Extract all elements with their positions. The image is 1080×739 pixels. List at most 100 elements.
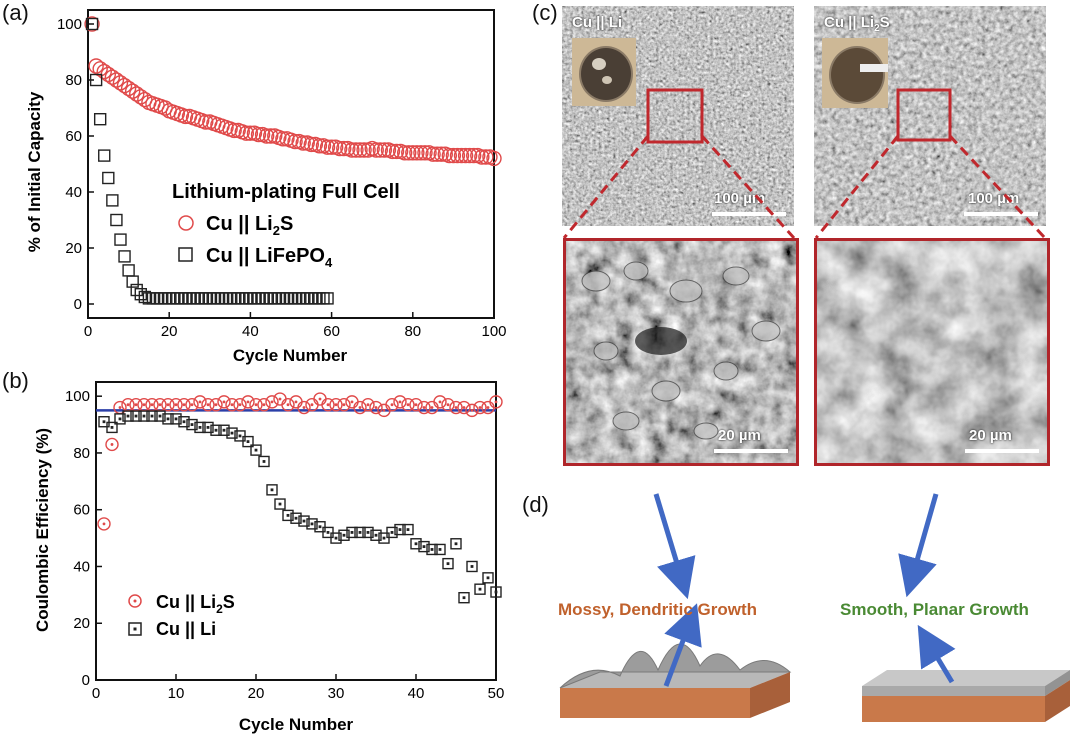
x-tick-label: 60 xyxy=(323,323,340,340)
x-tick-label: 40 xyxy=(408,685,425,702)
x-tick-label: 0 xyxy=(84,323,92,340)
data-point-square xyxy=(264,292,277,305)
sem-cu-li-zoom: 20 µm xyxy=(563,238,799,466)
data-point-square xyxy=(482,572,494,584)
data-point-li2s xyxy=(242,125,259,141)
data-point-li2s xyxy=(449,400,463,415)
sem-title-cu-li2s: Cu || Li2S xyxy=(824,14,890,34)
data-point-li2s xyxy=(486,150,502,167)
data-point-square xyxy=(284,292,298,305)
data-point-li2s xyxy=(311,138,328,154)
data-point-square xyxy=(122,264,135,277)
data-point-square xyxy=(114,233,127,246)
data-point-dot xyxy=(462,596,466,600)
data-point-dot xyxy=(230,403,234,407)
data-point-dot xyxy=(158,403,162,407)
data-point-li2s xyxy=(457,400,471,415)
chart-b-legend-circle-dot xyxy=(133,599,137,603)
data-point-li2s xyxy=(287,133,303,150)
data-point-li2s xyxy=(198,114,214,130)
data-point-dot xyxy=(150,403,154,407)
data-point-li2s xyxy=(332,140,348,157)
data-point-dot xyxy=(326,531,330,534)
data-point-square xyxy=(305,292,318,305)
data-point-li2s xyxy=(353,400,367,415)
data-point-li2s xyxy=(297,400,311,415)
chart-b-legend-li2s: Cu || Li2S xyxy=(156,592,235,616)
data-point-dot xyxy=(398,400,402,404)
data-point-dot xyxy=(326,403,330,407)
data-point-li2s xyxy=(201,398,215,412)
data-point-square xyxy=(114,413,126,425)
data-point-li2s xyxy=(369,400,383,415)
data-point-dot xyxy=(422,545,426,549)
data-point-dot xyxy=(486,406,490,409)
data-point-square xyxy=(313,292,326,305)
data-point-li2s xyxy=(449,147,466,164)
sem-texture-planar xyxy=(817,241,1047,463)
arrow-up-right xyxy=(917,624,956,684)
sem-scale-label-20um-left: 20 µm xyxy=(718,427,761,444)
data-point-li2s xyxy=(105,437,119,452)
data-point-square xyxy=(207,292,221,305)
data-point-li2s xyxy=(433,395,447,409)
data-point-li2s xyxy=(88,58,104,74)
data-point-li2s xyxy=(478,149,494,165)
sem-title-cu-li: Cu || Li xyxy=(572,14,623,31)
data-point-dot xyxy=(222,400,226,404)
data-point-square xyxy=(178,416,190,428)
data-point-dot xyxy=(350,531,354,534)
data-point-dot xyxy=(366,403,370,407)
data-point-dot xyxy=(478,406,482,409)
data-point-dot xyxy=(174,403,178,407)
coin-cell-photo-left xyxy=(572,38,636,106)
data-point-square xyxy=(474,583,486,595)
data-point-dot xyxy=(494,590,498,594)
data-point-li2s xyxy=(108,72,125,88)
chart-a-legend-title: Lithium-plating Full Cell xyxy=(172,181,400,203)
data-point-dot xyxy=(390,531,394,534)
data-point-square xyxy=(268,292,281,305)
data-point-square xyxy=(386,526,398,539)
data-point-dot xyxy=(374,406,378,409)
data-point-li2s xyxy=(265,395,279,409)
data-point-square xyxy=(210,424,222,436)
data-point-li2s xyxy=(348,142,364,158)
data-point-dot xyxy=(318,397,322,401)
data-point-dot xyxy=(286,403,290,407)
chart-a-legend-square-marker xyxy=(178,247,193,262)
y-tick-label: 80 xyxy=(65,72,82,89)
data-point-dot xyxy=(230,431,234,435)
data-point-li2s xyxy=(321,398,335,412)
data-point-li2s xyxy=(376,142,393,158)
data-point-square xyxy=(195,292,208,305)
data-point-square xyxy=(162,292,176,305)
copper-slab-planar xyxy=(862,670,1070,722)
data-point-li2s xyxy=(453,147,470,164)
data-point-dot xyxy=(118,417,122,421)
data-point-square xyxy=(240,292,253,305)
data-point-li2s xyxy=(124,83,141,99)
data-point-dot xyxy=(446,562,450,566)
data-point-dot xyxy=(430,548,434,551)
data-point-square xyxy=(410,538,422,550)
data-point-li2s xyxy=(133,89,149,105)
data-point-li2s xyxy=(385,398,399,412)
data-point-square xyxy=(232,292,245,305)
data-point-li2s xyxy=(104,69,121,85)
data-point-li2s xyxy=(295,135,311,151)
data-point-li2s xyxy=(303,136,319,153)
data-point-dot xyxy=(238,403,242,407)
data-point-dot xyxy=(190,423,194,426)
data-point-dot xyxy=(390,403,394,407)
data-point-square xyxy=(282,509,294,522)
data-point-square xyxy=(138,290,152,304)
data-point-square xyxy=(250,444,262,456)
data-point-li2s xyxy=(413,145,429,161)
data-point-dot xyxy=(382,536,386,540)
growth-label-mossy: Mossy, Dendritic Growth xyxy=(558,600,757,619)
data-point-li2s xyxy=(257,398,271,412)
data-point-dot xyxy=(478,587,482,591)
data-point-dot xyxy=(486,576,490,580)
data-point-square xyxy=(187,292,200,305)
